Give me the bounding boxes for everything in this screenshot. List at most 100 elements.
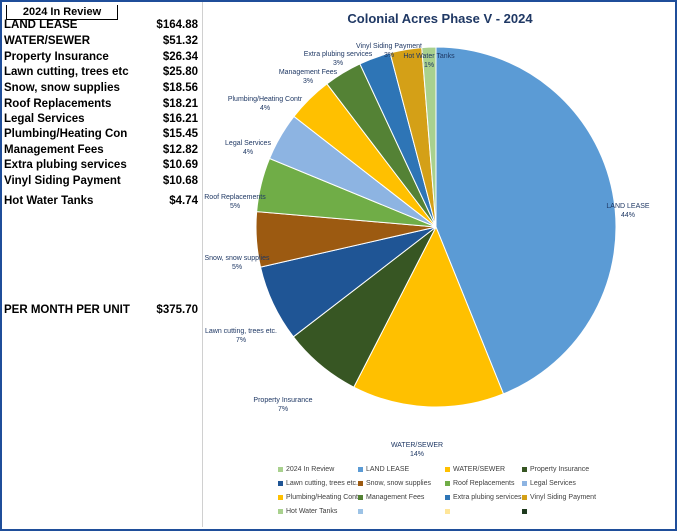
legend-entry: Extra plubing services (445, 494, 521, 501)
legend-entry: Snow, snow supplies (358, 480, 431, 487)
cost-label: Property Insurance (4, 51, 109, 63)
cost-label: Roof Replacements (4, 98, 112, 110)
slice-percent: 5% (230, 203, 240, 210)
legend-entry: Vinyl Siding Payment (522, 494, 596, 501)
cost-label: Lawn cutting, trees etc (4, 66, 129, 78)
chart-title: Colonial Acres Phase V - 2024 (347, 11, 533, 26)
legend-entry: Plumbing/Heating Contr (278, 494, 360, 501)
cost-amount: $164.88 (156, 19, 198, 31)
legend-entry: Legal Services (522, 480, 576, 487)
legend-label: 2024 In Review (286, 466, 335, 473)
legend-label: WATER/SEWER (453, 466, 506, 473)
legend-swatch (445, 494, 450, 500)
slice-label: Lawn cutting, trees etc. (205, 328, 277, 335)
legend-swatch (278, 480, 283, 486)
slice-percent: 4% (260, 105, 270, 112)
legend-label: Roof Replacements (453, 480, 515, 487)
legend-entry (522, 508, 530, 515)
slice-percent: 44% (621, 212, 635, 219)
slice-percent: 5% (232, 264, 242, 271)
legend-swatch (445, 508, 450, 514)
slice-label: WATER/SEWER (391, 442, 443, 449)
legend-entry: Property Insurance (522, 466, 589, 473)
legend-entry: Lawn cutting, trees etc. (278, 480, 358, 487)
cost-label: Plumbing/Heating Con (4, 128, 128, 140)
legend-swatch (445, 480, 450, 486)
total-amount: $375.70 (156, 304, 198, 316)
legend-label: Snow, snow supplies (366, 480, 431, 487)
slice-label: Legal Services (225, 140, 271, 147)
slice-label: Plumbing/Heating Contr (228, 96, 303, 103)
cost-label: WATER/SEWER (4, 35, 91, 47)
cost-amount: $10.69 (162, 159, 198, 171)
legend-entry (445, 508, 453, 515)
slice-percent: 3% (384, 52, 394, 59)
legend-swatch (522, 494, 527, 500)
slice-label: Extra plubing services (304, 51, 373, 58)
cost-amount: $18.21 (162, 98, 198, 110)
pie-slice (421, 46, 437, 228)
pie-chart: LAND LEASE 44% WATER/SEWER 14% Property Insu… (204, 43, 650, 458)
legend-swatch (522, 480, 527, 486)
legend-swatch (522, 466, 527, 472)
legend-label: LAND LEASE (366, 466, 410, 473)
cost-label: Legal Services (4, 113, 85, 125)
slice-percent: 7% (278, 406, 288, 413)
cost-label: Vinyl Siding Payment (4, 175, 121, 187)
cost-summary-panel: 2024 In Review LAND LEASE $164.88 WATER/SE… (2, 2, 200, 527)
legend-entry: WATER/SEWER (445, 466, 505, 473)
legend-entry: LAND LEASE (358, 466, 409, 473)
panel-divider (202, 2, 203, 527)
legend-swatch (358, 466, 363, 472)
total-label: PER MONTH PER UNIT (4, 304, 130, 316)
legend-label: Extra plubing services (453, 494, 522, 501)
cost-label: Snow, snow supplies (4, 82, 120, 94)
legend-entry: Management Fees (358, 494, 424, 501)
legend-label: Management Fees (366, 494, 425, 501)
slice-label: LAND LEASE (606, 203, 650, 210)
cost-amount: $51.32 (162, 35, 198, 47)
legend-swatch (278, 466, 283, 472)
legend-entry: Roof Replacements (445, 480, 514, 487)
legend-swatch (358, 508, 363, 514)
slice-percent: 3% (333, 60, 343, 67)
legend-swatch (445, 466, 450, 472)
slice-percent: 3% (303, 78, 313, 85)
cost-amount: $12.82 (162, 144, 198, 156)
panel-title: 2024 In Review (6, 5, 118, 20)
slice-label: Hot Water Tanks (403, 53, 455, 60)
slice-label: Property Insurance (253, 397, 312, 404)
legend-label: Property Insurance (530, 466, 590, 473)
slice-percent: 4% (243, 149, 253, 156)
cost-amount: $15.45 (162, 128, 198, 140)
slice-label: Snow, snow supplies (205, 255, 270, 262)
cost-amount: $10.68 (162, 175, 198, 187)
cost-amount: $25.80 (162, 66, 198, 78)
legend-swatch (278, 494, 283, 500)
cost-amount: $26.34 (162, 51, 198, 63)
slice-label: Roof Replacements (204, 194, 266, 201)
legend-entry: 2024 In Review (278, 466, 334, 473)
legend-swatch (358, 494, 363, 500)
legend-label: Plumbing/Heating Contr (286, 494, 361, 501)
legend-entry (358, 508, 366, 515)
legend-label: Legal Services (530, 480, 576, 487)
pie-slice (435, 46, 617, 395)
slice-label: Vinyl Siding Payment (356, 43, 422, 50)
cost-label: Management Fees (4, 144, 104, 156)
legend-entry: Hot Water Tanks (278, 508, 337, 515)
cost-amount: $16.21 (162, 113, 198, 125)
cost-label: LAND LEASE (4, 19, 78, 31)
slice-label: Management Fees (279, 69, 338, 76)
legend-swatch (358, 480, 363, 486)
cost-amount: $4.74 (169, 195, 198, 207)
legend-label: Hot Water Tanks (286, 508, 338, 515)
legend-swatch (278, 508, 283, 514)
pie-slice (353, 225, 505, 408)
cost-label: Extra plubing services (4, 159, 127, 171)
slice-percent: 7% (236, 337, 246, 344)
slice-percent: 14% (410, 451, 424, 458)
legend-label: Lawn cutting, trees etc. (286, 480, 358, 487)
slice-percent: 1% (424, 62, 434, 69)
